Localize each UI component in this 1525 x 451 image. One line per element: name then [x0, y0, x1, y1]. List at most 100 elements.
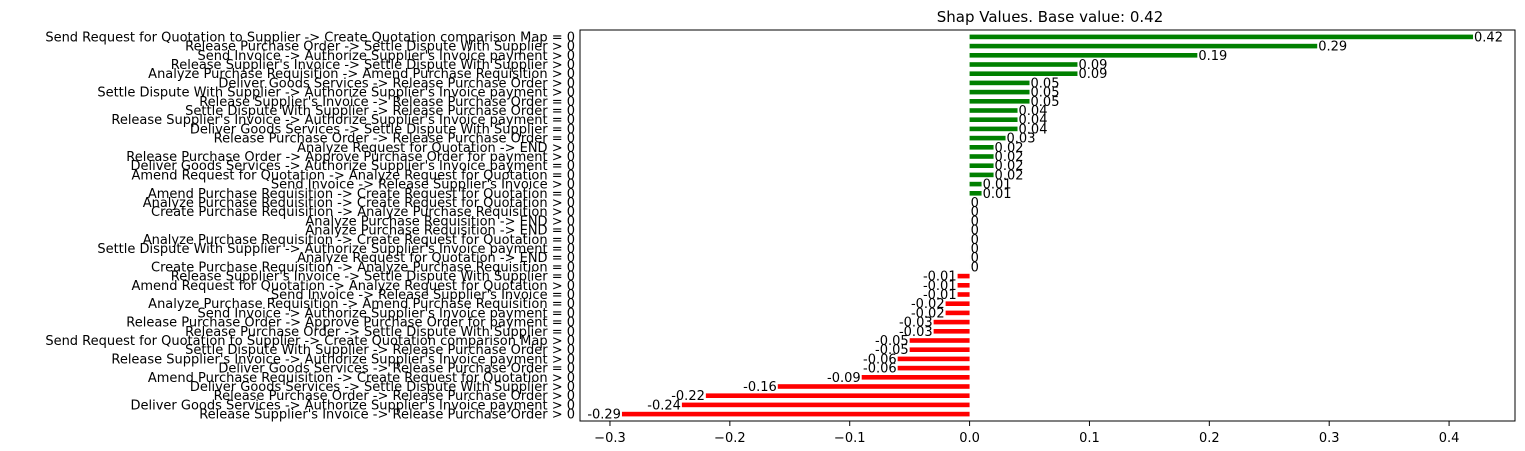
bar: [945, 301, 970, 306]
bar: [945, 310, 970, 316]
value-label: 0.04: [1019, 122, 1048, 137]
value-label: 0.04: [1019, 113, 1048, 128]
category-label: Deliver Goods Services -> Authorize Supp…: [130, 398, 575, 413]
value-label: -0.06: [863, 352, 897, 367]
bar: [933, 319, 970, 325]
bar: [969, 80, 1030, 86]
category-label: Create Purchase Requisition -> Analyze P…: [151, 205, 575, 220]
value-label: 0.03: [1007, 132, 1036, 147]
category-label: Release Supplier's Invoice -> Authorize …: [111, 113, 575, 128]
x-tick-label: 0.0: [959, 431, 980, 446]
bar: [777, 384, 970, 389]
value-label: -0.02: [911, 297, 945, 312]
category-label: Analyze Request for Quotation -> END > 0: [297, 141, 575, 156]
category-label: Release Supplier's Invoice -> Settle Dis…: [171, 58, 575, 73]
x-tick-label: −0.3: [594, 431, 626, 446]
bar: [909, 338, 970, 343]
category-label: Release Supplier's Invoice -> Authorize …: [111, 352, 575, 367]
bar: [969, 191, 982, 196]
category-label: Analyze Purchase Requisition -> Create R…: [143, 196, 575, 211]
category-label: Send Invoice -> Release Supplier's Invoi…: [271, 178, 575, 193]
category-label: Create Purchase Requisition -> Analyze P…: [151, 260, 575, 275]
value-label: -0.22: [671, 389, 705, 404]
bar: [969, 117, 1018, 122]
x-tick-label: 0.2: [1199, 431, 1220, 446]
bar: [969, 172, 994, 178]
value-label: 0: [971, 214, 979, 229]
value-label: -0.05: [875, 343, 909, 358]
value-label: -0.16: [743, 380, 777, 395]
category-label: Send Request for Quotation to Supplier -…: [45, 30, 575, 45]
bar: [969, 108, 1018, 113]
category-label: Amend Request for Quotation -> Analyze R…: [132, 279, 576, 294]
category-label: Deliver Goods Services -> Authorize Supp…: [130, 159, 575, 174]
value-label: 0: [971, 196, 979, 211]
category-label: Release Supplier's Invoice -> Release Pu…: [199, 408, 575, 423]
bar: [969, 43, 1318, 49]
value-label: 0.42: [1474, 30, 1503, 45]
category-label: Send Invoice -> Release Supplier's Invoi…: [271, 288, 575, 303]
value-label: -0.01: [923, 279, 957, 294]
category-label: Release Purchase Order -> Settle Dispute…: [185, 325, 575, 340]
value-label: -0.02: [911, 306, 945, 321]
value-label: 0: [971, 260, 979, 275]
value-label: -0.24: [647, 398, 681, 413]
category-label: Deliver Goods Services -> Release Purcha…: [218, 76, 575, 91]
bar: [969, 163, 994, 168]
category-label: Amend Request for Quotation -> Analyze R…: [132, 168, 576, 183]
category-label: Analyze Purchase Requisition -> Amend Pu…: [148, 297, 575, 312]
value-label: 0.05: [1031, 76, 1060, 91]
bar: [969, 62, 1078, 67]
value-label: 0.02: [995, 168, 1024, 183]
bar: [969, 135, 1006, 141]
plot-frame: [579, 29, 1516, 422]
bar: [969, 181, 982, 187]
category-label: Analyze Request for Quotation -> END = 0: [297, 251, 575, 266]
category-label: Settle Dispute With Supplier -> Release …: [185, 343, 575, 358]
value-label: 0.05: [1031, 86, 1060, 101]
bar: [897, 356, 970, 362]
category-label: Release Purchase Order -> Approve Purcha…: [126, 150, 575, 165]
category-label: Analyze Purchase Requisition -> END > 0: [305, 214, 575, 229]
value-label: -0.03: [899, 325, 933, 340]
category-label: Settle Dispute With Supplier -> Authoriz…: [97, 86, 575, 101]
value-label: 0.09: [1078, 67, 1107, 82]
value-label: 0.02: [995, 141, 1024, 156]
category-label: Send Invoice -> Authorize Supplier's Inv…: [197, 49, 575, 64]
x-tick-label: −0.2: [714, 431, 746, 446]
category-label: Send Request for Quotation to Supplier -…: [45, 334, 575, 349]
category-label: Release Supplier's Invoice -> Settle Dis…: [171, 270, 575, 285]
bar: [621, 411, 970, 417]
bar: [969, 99, 1030, 104]
value-label: -0.09: [827, 371, 861, 386]
bar: [933, 329, 970, 334]
category-label: Deliver Goods Services -> Settle Dispute…: [190, 380, 575, 395]
value-label: 0.02: [995, 150, 1024, 165]
bar: [969, 154, 994, 159]
bar: [969, 34, 1474, 40]
category-label: Send Invoice -> Authorize Supplier's Inv…: [197, 306, 575, 321]
bar: [969, 89, 1030, 95]
value-label: -0.05: [875, 334, 909, 349]
category-label: Release Supplier's Invoice -> Release Pu…: [199, 95, 575, 110]
x-tick-label: −0.1: [834, 431, 866, 446]
value-label: 0: [971, 224, 979, 239]
value-label: 0.02: [995, 159, 1024, 174]
value-label: 0: [971, 205, 979, 220]
value-label: 0.01: [983, 178, 1012, 193]
bar: [957, 273, 970, 279]
value-label: 0: [971, 233, 979, 248]
value-label: -0.01: [923, 288, 957, 303]
category-label: Amend Purchase Requisition -> Create Req…: [148, 187, 575, 202]
value-labels-layer: 0.420.290.190.090.090.050.050.050.040.04…: [587, 30, 1503, 422]
category-label: Analyze Purchase Requisition -> END = 0: [305, 224, 575, 239]
bar: [957, 283, 970, 288]
bar: [969, 145, 994, 150]
value-label: -0.03: [899, 316, 933, 331]
bar: [681, 402, 970, 408]
bar: [909, 347, 970, 352]
bar: [969, 126, 1018, 132]
bar: [897, 365, 970, 371]
bar: [969, 71, 1078, 76]
